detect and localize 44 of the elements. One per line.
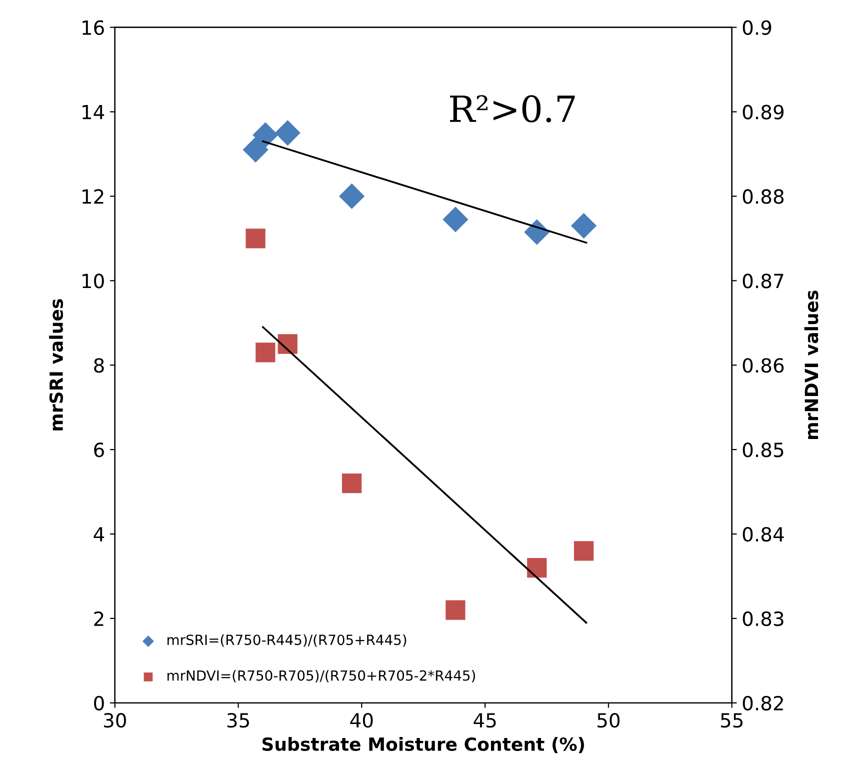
y-tick-label: 14 — [82, 104, 104, 120]
x-tick-label: 40 — [350, 712, 373, 728]
y-tick-label: 4 — [94, 527, 104, 542]
y2-tick-label: 0.9 — [742, 20, 772, 35]
point — [574, 541, 594, 561]
point — [570, 212, 597, 239]
x-axis-title: Substrate Moisture Content (%) — [262, 736, 584, 754]
point — [442, 206, 468, 232]
point — [274, 120, 300, 146]
point — [252, 122, 278, 148]
point — [246, 228, 266, 248]
y2-tick-label: 0.85 — [742, 442, 784, 458]
legend-label: mrSRI=(R750-R445)/(R705+R445) — [168, 634, 406, 647]
y-axis-title: mrSRI values — [49, 299, 64, 430]
y2-tick-label: 0.84 — [742, 526, 784, 542]
point — [278, 334, 298, 354]
x-tick-label: 35 — [227, 712, 249, 728]
point — [256, 342, 276, 362]
y-tick-label: 12 — [82, 189, 104, 204]
y2-axis-title: mrNDVI values — [804, 290, 818, 440]
y2-tick-label: 0.83 — [742, 611, 784, 626]
y2-tick-label: 0.82 — [742, 696, 783, 711]
y2-tick-label: 0.89 — [742, 104, 784, 120]
annotation: R²>0.7 — [450, 95, 575, 122]
y-tick-label: 8 — [94, 358, 104, 373]
point — [242, 136, 268, 163]
point — [446, 600, 466, 620]
y2-tick-label: 0.86 — [742, 358, 784, 373]
point — [524, 219, 550, 245]
y-tick-label: 2 — [94, 611, 104, 626]
y2-tick-label: 0.87 — [742, 274, 784, 288]
x-tick-label: 30 — [104, 712, 126, 728]
legend-label: mrNDVI=(R750-R705)/(R750+R705-2*R445) — [168, 670, 475, 682]
y-tick-label: 6 — [94, 442, 104, 458]
x-tick-label: 50 — [598, 712, 620, 728]
x-tick-label: 45 — [474, 713, 496, 728]
point — [527, 558, 547, 578]
x-tick-label: 55 — [720, 713, 743, 728]
y-tick-label: 0 — [94, 696, 104, 711]
y-tick-label: 10 — [82, 274, 104, 288]
y-tick-label: 16 — [82, 20, 104, 35]
point — [339, 183, 365, 210]
point — [342, 474, 362, 494]
y2-tick-label: 0.88 — [742, 189, 784, 204]
